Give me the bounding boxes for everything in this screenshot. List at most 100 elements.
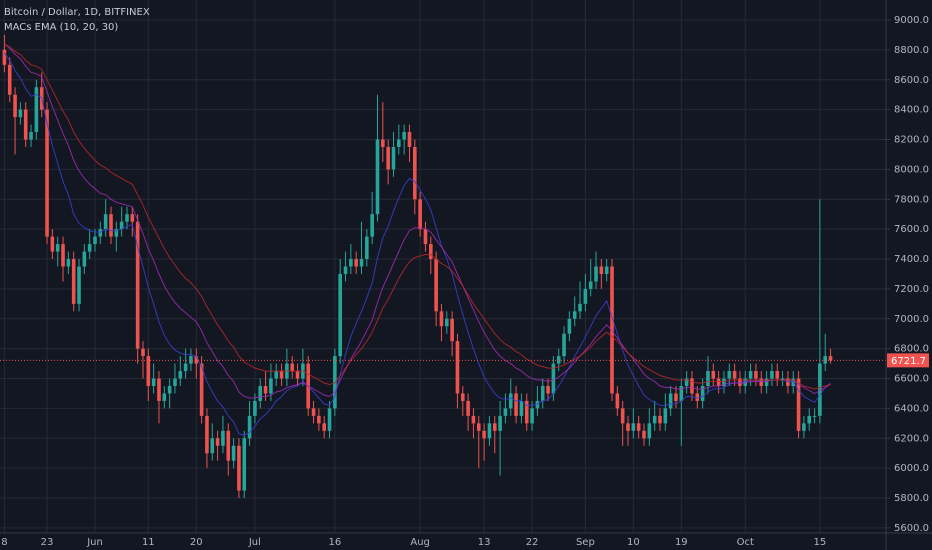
candle-body — [802, 423, 806, 431]
y-tick-label: 8400.0 — [894, 105, 929, 116]
candle-body — [50, 236, 55, 252]
candle-body — [700, 386, 705, 401]
candle-body — [119, 221, 124, 230]
y-tick-label: 7600.0 — [894, 224, 929, 235]
last-price-box — [887, 353, 929, 368]
candle-body — [487, 423, 492, 439]
candle-body — [365, 236, 369, 260]
candle-body — [274, 371, 279, 379]
y-tick-label: 8000.0 — [894, 164, 929, 175]
candle-body — [588, 281, 593, 289]
candle-body — [524, 400, 529, 424]
candle-body — [732, 371, 737, 379]
candle-body — [759, 378, 764, 387]
y-tick-label: 5600.0 — [894, 523, 929, 534]
candle-body — [572, 311, 577, 319]
candle-body — [66, 259, 71, 267]
candle-body — [674, 393, 678, 401]
candle-body — [695, 393, 700, 401]
candle-body — [45, 109, 49, 237]
candle-body — [199, 363, 204, 416]
candle-body — [343, 266, 348, 274]
candle-body — [631, 423, 636, 431]
y-tick-label: 7400.0 — [894, 254, 929, 265]
y-tick-label: 6200.0 — [894, 433, 929, 444]
candle-body — [103, 214, 108, 230]
y-tick-label: 7800.0 — [894, 194, 929, 205]
ema-line — [4, 43, 831, 390]
candle-body — [34, 87, 39, 133]
candle-body — [706, 371, 710, 387]
y-tick-label: 8200.0 — [894, 135, 929, 146]
candle-body — [109, 214, 113, 237]
candle-body — [354, 259, 358, 267]
candle-body — [567, 318, 572, 334]
candle-body — [173, 378, 177, 387]
candle-body — [599, 266, 604, 274]
x-tick-label: 8 — [1, 537, 7, 548]
candle-body — [125, 214, 129, 222]
candle-body — [231, 445, 236, 461]
candle-body — [626, 423, 630, 431]
candle-body — [279, 371, 284, 379]
y-tick-label: 7200.0 — [894, 284, 929, 295]
candle-body — [311, 408, 316, 416]
candle-body — [748, 371, 753, 379]
x-tick-label: 22 — [526, 537, 539, 548]
candle-body — [381, 139, 385, 147]
y-tick-label: 6600.0 — [894, 374, 929, 385]
x-tick-label: 10 — [627, 537, 640, 548]
candle-body — [466, 400, 470, 416]
candle-body — [413, 146, 417, 200]
candle-body — [189, 356, 193, 364]
candle-body — [743, 378, 748, 387]
candle-body — [636, 423, 641, 431]
candle-body — [18, 109, 23, 118]
candle-body — [647, 423, 652, 439]
candle-body — [269, 378, 273, 394]
x-tick-label: 20 — [190, 537, 203, 548]
candle-body — [444, 318, 449, 327]
candle-body — [157, 378, 161, 401]
candle-body — [807, 415, 812, 424]
candle-body — [386, 146, 390, 170]
candle-body — [812, 415, 817, 417]
candle-body — [690, 378, 694, 394]
candle-body — [151, 378, 156, 387]
plot-area — [0, 34, 886, 499]
candle-body — [338, 273, 342, 357]
candle-body — [210, 438, 215, 454]
candle-body — [77, 266, 81, 304]
candle-body — [114, 229, 119, 237]
candle-body — [178, 371, 183, 379]
candle-body — [7, 64, 12, 95]
candle-body — [594, 266, 598, 282]
candle-body — [242, 438, 247, 491]
y-tick-label: 8800.0 — [894, 45, 929, 56]
candle-body — [23, 109, 28, 140]
candle-body — [658, 415, 662, 424]
candle-body — [29, 132, 33, 140]
candle-body — [247, 415, 252, 439]
candle-body — [482, 430, 486, 439]
candle-body — [460, 393, 465, 401]
indicator-title: MACs EMA (10, 20, 30) — [4, 22, 118, 33]
candle-body — [397, 139, 401, 147]
candle-body — [135, 221, 140, 349]
candle-body — [764, 378, 769, 387]
candle-body — [492, 423, 497, 431]
candle-body — [98, 229, 103, 237]
candle-body — [450, 318, 454, 342]
candle-body — [317, 415, 321, 424]
candle-body — [530, 408, 534, 424]
candle-body — [498, 415, 502, 431]
candle-body — [237, 445, 241, 491]
candle-body — [711, 371, 716, 379]
x-tick-label: Aug — [410, 537, 430, 548]
x-tick-label: 19 — [675, 537, 688, 548]
candle-body — [642, 430, 646, 439]
x-tick-label: 23 — [41, 537, 54, 548]
y-tick-label: 6800.0 — [894, 344, 929, 355]
x-tick-label: 11 — [142, 537, 155, 548]
